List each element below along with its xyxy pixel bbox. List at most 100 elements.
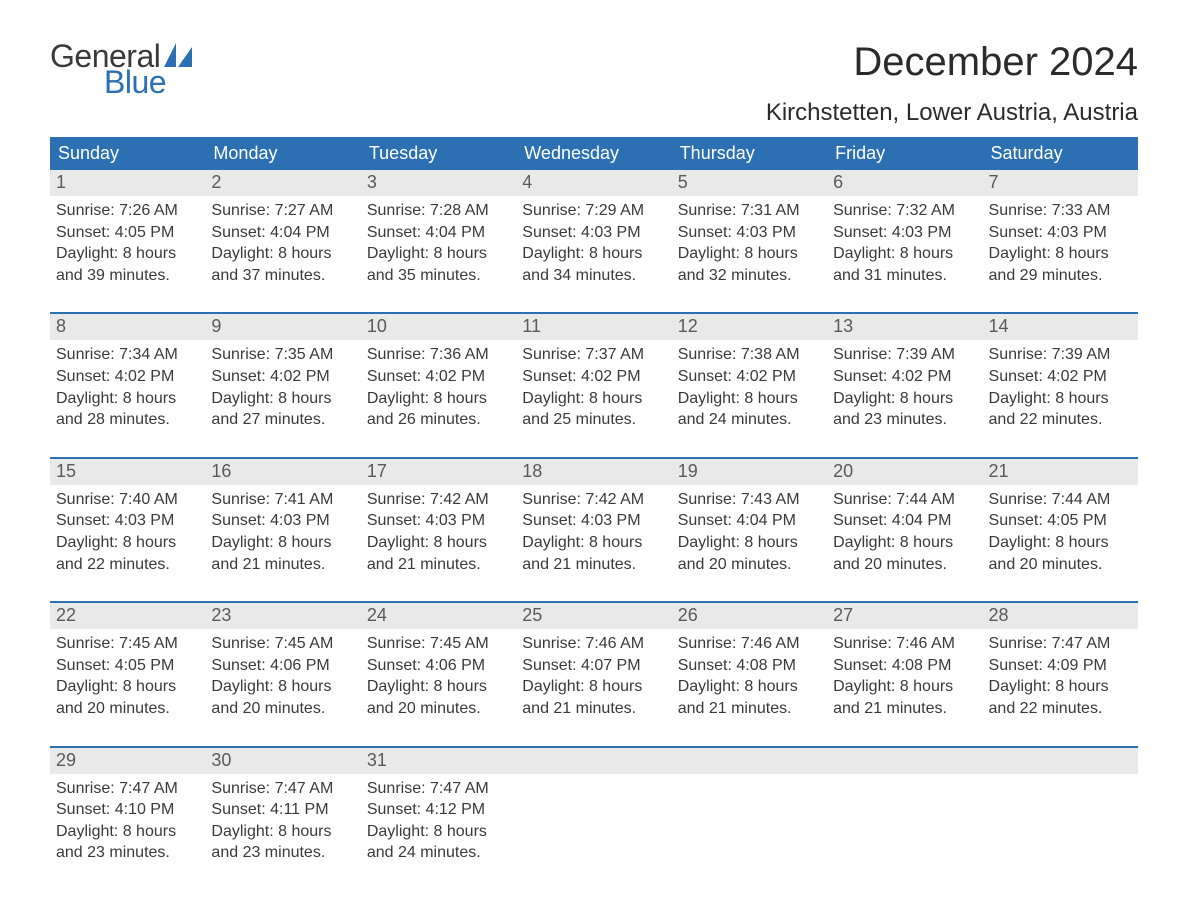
- dl1-text: Daylight: 8 hours: [833, 676, 976, 698]
- daynum-row: 1234567: [50, 170, 1138, 196]
- sunrise-text: Sunrise: 7:45 AM: [56, 633, 199, 655]
- dl2-text: and 23 minutes.: [833, 409, 976, 431]
- dl2-text: and 20 minutes.: [56, 698, 199, 720]
- day-cell: 17: [361, 459, 516, 485]
- dl1-text: Daylight: 8 hours: [56, 243, 199, 265]
- dl2-text: and 21 minutes.: [678, 698, 821, 720]
- sunset-text: Sunset: 4:02 PM: [989, 366, 1132, 388]
- dl2-text: and 20 minutes.: [211, 698, 354, 720]
- dl1-text: Daylight: 8 hours: [989, 532, 1132, 554]
- sunrise-text: Sunrise: 7:45 AM: [211, 633, 354, 655]
- sunset-text: Sunset: 4:09 PM: [989, 655, 1132, 677]
- day-data: Sunrise: 7:47 AMSunset: 4:12 PMDaylight:…: [361, 774, 516, 868]
- day-cell: 19: [672, 459, 827, 485]
- dl1-text: Daylight: 8 hours: [211, 821, 354, 843]
- dl1-text: Daylight: 8 hours: [367, 821, 510, 843]
- day-cell: Sunrise: 7:43 AMSunset: 4:04 PMDaylight:…: [672, 485, 827, 579]
- sunset-text: Sunset: 4:03 PM: [833, 222, 976, 244]
- day-data: Sunrise: 7:45 AMSunset: 4:06 PMDaylight:…: [205, 629, 360, 723]
- day-number: 24: [361, 603, 516, 629]
- day-cell: 30: [205, 748, 360, 774]
- sunset-text: Sunset: 4:04 PM: [367, 222, 510, 244]
- dl1-text: Daylight: 8 hours: [211, 676, 354, 698]
- sunrise-text: Sunrise: 7:40 AM: [56, 489, 199, 511]
- day-cell: 8: [50, 314, 205, 340]
- day-data: Sunrise: 7:40 AMSunset: 4:03 PMDaylight:…: [50, 485, 205, 579]
- sunset-text: Sunset: 4:04 PM: [678, 510, 821, 532]
- day-cell: Sunrise: 7:37 AMSunset: 4:02 PMDaylight:…: [516, 340, 671, 434]
- dayhead-sun: Sunday: [50, 137, 205, 170]
- week-row: 293031 Sunrise: 7:47 AMSunset: 4:10 PMDay…: [50, 746, 1138, 868]
- day-cell: Sunrise: 7:34 AMSunset: 4:02 PMDaylight:…: [50, 340, 205, 434]
- day-cell: 29: [50, 748, 205, 774]
- day-number: 6: [827, 170, 982, 196]
- day-cell: Sunrise: 7:47 AMSunset: 4:10 PMDaylight:…: [50, 774, 205, 868]
- sunrise-text: Sunrise: 7:26 AM: [56, 200, 199, 222]
- day-data: Sunrise: 7:43 AMSunset: 4:04 PMDaylight:…: [672, 485, 827, 579]
- day-data: Sunrise: 7:45 AMSunset: 4:06 PMDaylight:…: [361, 629, 516, 723]
- day-cell: [827, 748, 982, 774]
- day-cell: 13: [827, 314, 982, 340]
- dl2-text: and 23 minutes.: [56, 842, 199, 864]
- day-number: 13: [827, 314, 982, 340]
- day-number: 17: [361, 459, 516, 485]
- day-cell: Sunrise: 7:26 AMSunset: 4:05 PMDaylight:…: [50, 196, 205, 290]
- sunrise-text: Sunrise: 7:46 AM: [833, 633, 976, 655]
- week-row: 22232425262728Sunrise: 7:45 AMSunset: 4:…: [50, 601, 1138, 723]
- sunrise-text: Sunrise: 7:29 AM: [522, 200, 665, 222]
- dl2-text: and 20 minutes.: [833, 554, 976, 576]
- day-number: 5: [672, 170, 827, 196]
- daynum-row: 22232425262728: [50, 603, 1138, 629]
- day-data: [827, 774, 982, 782]
- day-data: Sunrise: 7:27 AMSunset: 4:04 PMDaylight:…: [205, 196, 360, 290]
- daydata-row: Sunrise: 7:45 AMSunset: 4:05 PMDaylight:…: [50, 629, 1138, 723]
- logo: General Blue: [50, 40, 198, 98]
- sunrise-text: Sunrise: 7:37 AM: [522, 344, 665, 366]
- sunrise-text: Sunrise: 7:27 AM: [211, 200, 354, 222]
- day-data: Sunrise: 7:42 AMSunset: 4:03 PMDaylight:…: [361, 485, 516, 579]
- day-cell: Sunrise: 7:31 AMSunset: 4:03 PMDaylight:…: [672, 196, 827, 290]
- dl2-text: and 31 minutes.: [833, 265, 976, 287]
- day-data: Sunrise: 7:46 AMSunset: 4:08 PMDaylight:…: [672, 629, 827, 723]
- weeks-container: 1234567Sunrise: 7:26 AMSunset: 4:05 PMDa…: [50, 170, 1138, 868]
- sunset-text: Sunset: 4:05 PM: [56, 222, 199, 244]
- day-data: Sunrise: 7:41 AMSunset: 4:03 PMDaylight:…: [205, 485, 360, 579]
- day-cell: [672, 748, 827, 774]
- dl2-text: and 21 minutes.: [211, 554, 354, 576]
- day-cell: 6: [827, 170, 982, 196]
- dl1-text: Daylight: 8 hours: [56, 676, 199, 698]
- day-data: Sunrise: 7:31 AMSunset: 4:03 PMDaylight:…: [672, 196, 827, 290]
- day-cell: 24: [361, 603, 516, 629]
- sunrise-text: Sunrise: 7:38 AM: [678, 344, 821, 366]
- calendar: Sunday Monday Tuesday Wednesday Thursday…: [50, 137, 1138, 868]
- location-text: Kirchstetten, Lower Austria, Austria: [766, 99, 1138, 127]
- day-cell: Sunrise: 7:41 AMSunset: 4:03 PMDaylight:…: [205, 485, 360, 579]
- day-data: Sunrise: 7:46 AMSunset: 4:08 PMDaylight:…: [827, 629, 982, 723]
- dayhead-wed: Wednesday: [516, 137, 671, 170]
- dl1-text: Daylight: 8 hours: [522, 388, 665, 410]
- day-cell: 18: [516, 459, 671, 485]
- day-cell: 28: [983, 603, 1138, 629]
- day-number: 29: [50, 748, 205, 774]
- header-row: General Blue December 2024 Kirchstetten,…: [50, 40, 1138, 127]
- sunrise-text: Sunrise: 7:46 AM: [522, 633, 665, 655]
- sunrise-text: Sunrise: 7:39 AM: [833, 344, 976, 366]
- sunrise-text: Sunrise: 7:41 AM: [211, 489, 354, 511]
- day-cell: 4: [516, 170, 671, 196]
- day-number: 31: [361, 748, 516, 774]
- day-number: 10: [361, 314, 516, 340]
- day-cell: 20: [827, 459, 982, 485]
- day-cell: Sunrise: 7:39 AMSunset: 4:02 PMDaylight:…: [827, 340, 982, 434]
- day-cell: 3: [361, 170, 516, 196]
- day-cell: 25: [516, 603, 671, 629]
- dl1-text: Daylight: 8 hours: [522, 676, 665, 698]
- dl1-text: Daylight: 8 hours: [56, 532, 199, 554]
- day-data: Sunrise: 7:33 AMSunset: 4:03 PMDaylight:…: [983, 196, 1138, 290]
- dl2-text: and 28 minutes.: [56, 409, 199, 431]
- sunrise-text: Sunrise: 7:46 AM: [678, 633, 821, 655]
- dl2-text: and 25 minutes.: [522, 409, 665, 431]
- day-cell: Sunrise: 7:46 AMSunset: 4:07 PMDaylight:…: [516, 629, 671, 723]
- day-number: 27: [827, 603, 982, 629]
- dl2-text: and 21 minutes.: [522, 554, 665, 576]
- sunrise-text: Sunrise: 7:44 AM: [989, 489, 1132, 511]
